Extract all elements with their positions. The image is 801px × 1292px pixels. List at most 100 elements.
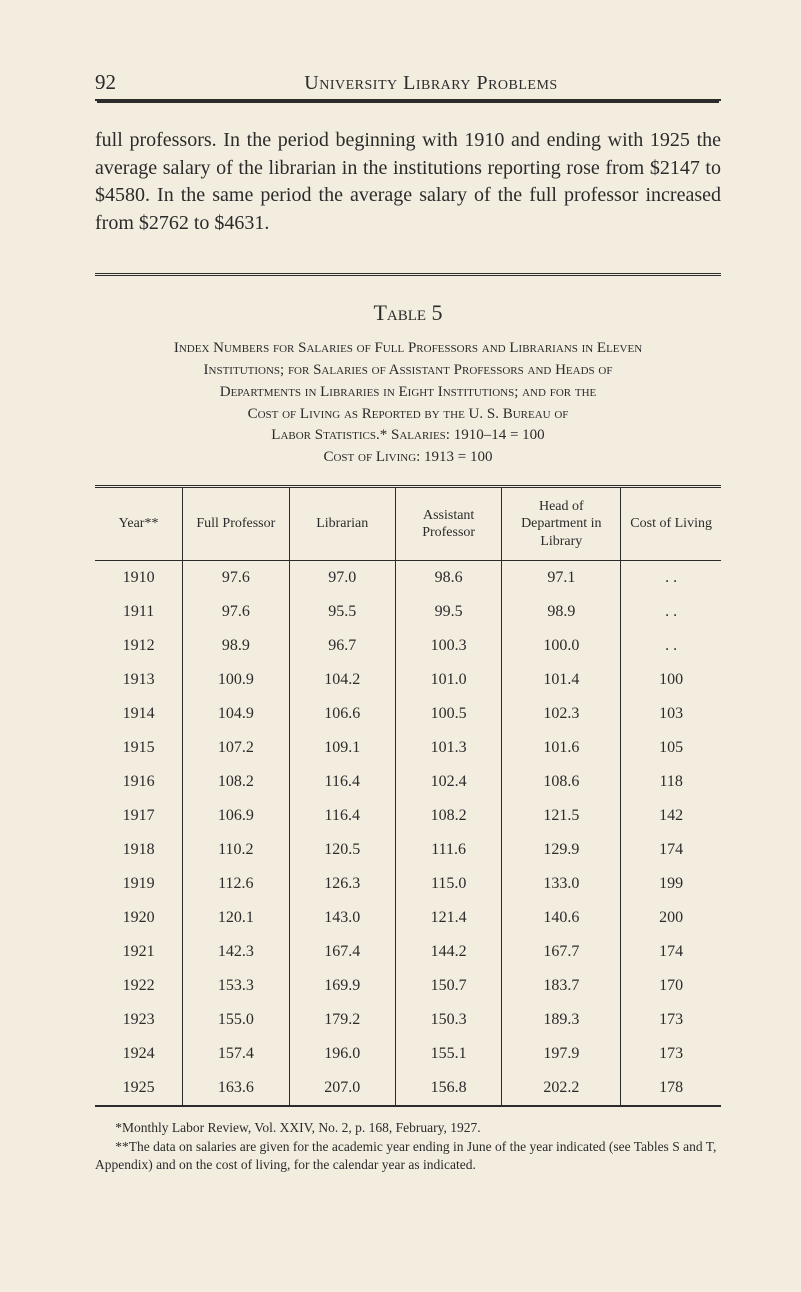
table-cell: 1913 [95, 663, 183, 697]
table-body: 191097.697.098.697.1. .191197.695.599.59… [95, 561, 721, 1106]
table-row: 1924157.4196.0155.1197.9173 [95, 1037, 721, 1071]
table-cell: 1922 [95, 969, 183, 1003]
table-cell: 153.3 [183, 969, 289, 1003]
table-cell: 150.7 [395, 969, 501, 1003]
table-cell: 97.6 [183, 595, 289, 629]
table-cell: 99.5 [395, 595, 501, 629]
table-cell: 167.7 [502, 935, 621, 969]
table-label: Table 5 [95, 300, 721, 326]
table-cell: 156.8 [395, 1071, 501, 1105]
table-cell: 1912 [95, 629, 183, 663]
col-header: Head of Department in Library [502, 488, 621, 561]
table-cell: 1914 [95, 697, 183, 731]
table-cell: 100.0 [502, 629, 621, 663]
section-rule [95, 273, 721, 280]
table-cell: 178 [621, 1071, 721, 1105]
table-row: 1917106.9116.4108.2121.5142 [95, 799, 721, 833]
table-caption: Index Numbers for Salaries of Full Profe… [95, 338, 721, 469]
table-cell: 121.5 [502, 799, 621, 833]
table-cell: 155.1 [395, 1037, 501, 1071]
table-cell: 202.2 [502, 1071, 621, 1105]
table-row: 191097.697.098.697.1. . [95, 561, 721, 596]
table-cell: 157.4 [183, 1037, 289, 1071]
table-cell: 174 [621, 935, 721, 969]
table-cell: . . [621, 561, 721, 596]
table-cell: 167.4 [289, 935, 395, 969]
table-cell: 1925 [95, 1071, 183, 1105]
table-cell: 144.2 [395, 935, 501, 969]
table-cell: 155.0 [183, 1003, 289, 1037]
running-head: 92 University Library Problems [95, 70, 721, 101]
table-cell: 1920 [95, 901, 183, 935]
table-cell: 1918 [95, 833, 183, 867]
table-row: 1922153.3169.9150.7183.7170 [95, 969, 721, 1003]
footnote: *Monthly Labor Review, Vol. XXIV, No. 2,… [95, 1119, 721, 1137]
table-cell: 116.4 [289, 765, 395, 799]
table-cell: 133.0 [502, 867, 621, 901]
table-cell: 104.9 [183, 697, 289, 731]
table-cell: 107.2 [183, 731, 289, 765]
table-cell: 97.0 [289, 561, 395, 596]
table-cell: 108.2 [183, 765, 289, 799]
table-cell: 196.0 [289, 1037, 395, 1071]
col-header: Cost of Living [621, 488, 721, 561]
table-cell: 106.9 [183, 799, 289, 833]
table-cell: 118 [621, 765, 721, 799]
caption-line: Cost of Living as Reported by the U. S. … [95, 404, 721, 426]
table-cell: 207.0 [289, 1071, 395, 1105]
table-cell: 116.4 [289, 799, 395, 833]
table-cell: 100.5 [395, 697, 501, 731]
table-cell: 142.3 [183, 935, 289, 969]
table-cell: 173 [621, 1037, 721, 1071]
table-cell: 173 [621, 1003, 721, 1037]
table-cell: . . [621, 629, 721, 663]
table-cell: 95.5 [289, 595, 395, 629]
table-cell: 101.6 [502, 731, 621, 765]
table-cell: 142 [621, 799, 721, 833]
col-header: Librarian [289, 488, 395, 561]
table-cell: 97.1 [502, 561, 621, 596]
table-cell: 1924 [95, 1037, 183, 1071]
table-cell: 108.6 [502, 765, 621, 799]
table-cell: 111.6 [395, 833, 501, 867]
table-row: 191197.695.599.598.9. . [95, 595, 721, 629]
table-row: 1914104.9106.6100.5102.3103 [95, 697, 721, 731]
footnote: **The data on salaries are given for the… [95, 1138, 721, 1174]
table-cell: 1923 [95, 1003, 183, 1037]
data-table: Year** Full Professor Librarian Assistan… [95, 488, 721, 1106]
table-row: 1916108.2116.4102.4108.6118 [95, 765, 721, 799]
table-cell: 143.0 [289, 901, 395, 935]
table-cell: 101.3 [395, 731, 501, 765]
table-cell: 174 [621, 833, 721, 867]
page: 92 University Library Problems full prof… [0, 0, 801, 1292]
table-cell: 108.2 [395, 799, 501, 833]
table-cell: 100.9 [183, 663, 289, 697]
table-cell: 98.6 [395, 561, 501, 596]
table-row: 1925163.6207.0156.8202.2178 [95, 1071, 721, 1105]
page-number: 92 [95, 70, 141, 95]
table-cell: 129.9 [502, 833, 621, 867]
caption-line: Institutions; for Salaries of Assistant … [95, 360, 721, 382]
running-title: University Library Problems [141, 72, 721, 95]
table-cell: 104.2 [289, 663, 395, 697]
table-cell: 109.1 [289, 731, 395, 765]
table-cell: 197.9 [502, 1037, 621, 1071]
table-cell: 150.3 [395, 1003, 501, 1037]
table-cell: 1921 [95, 935, 183, 969]
col-header: Assistant Professor [395, 488, 501, 561]
table-cell: 97.6 [183, 561, 289, 596]
table-cell: 106.6 [289, 697, 395, 731]
table-cell: 120.1 [183, 901, 289, 935]
table-cell: 199 [621, 867, 721, 901]
table-cell: 110.2 [183, 833, 289, 867]
table-cell: 121.4 [395, 901, 501, 935]
table-cell: 112.6 [183, 867, 289, 901]
table-row: 1919112.6126.3115.0133.0199 [95, 867, 721, 901]
table-row: 1923155.0179.2150.3189.3173 [95, 1003, 721, 1037]
table-cell: 100 [621, 663, 721, 697]
table-cell: 102.4 [395, 765, 501, 799]
table-cell: 101.0 [395, 663, 501, 697]
table-cell: 163.6 [183, 1071, 289, 1105]
table-cell: 170 [621, 969, 721, 1003]
col-header: Year** [95, 488, 183, 561]
